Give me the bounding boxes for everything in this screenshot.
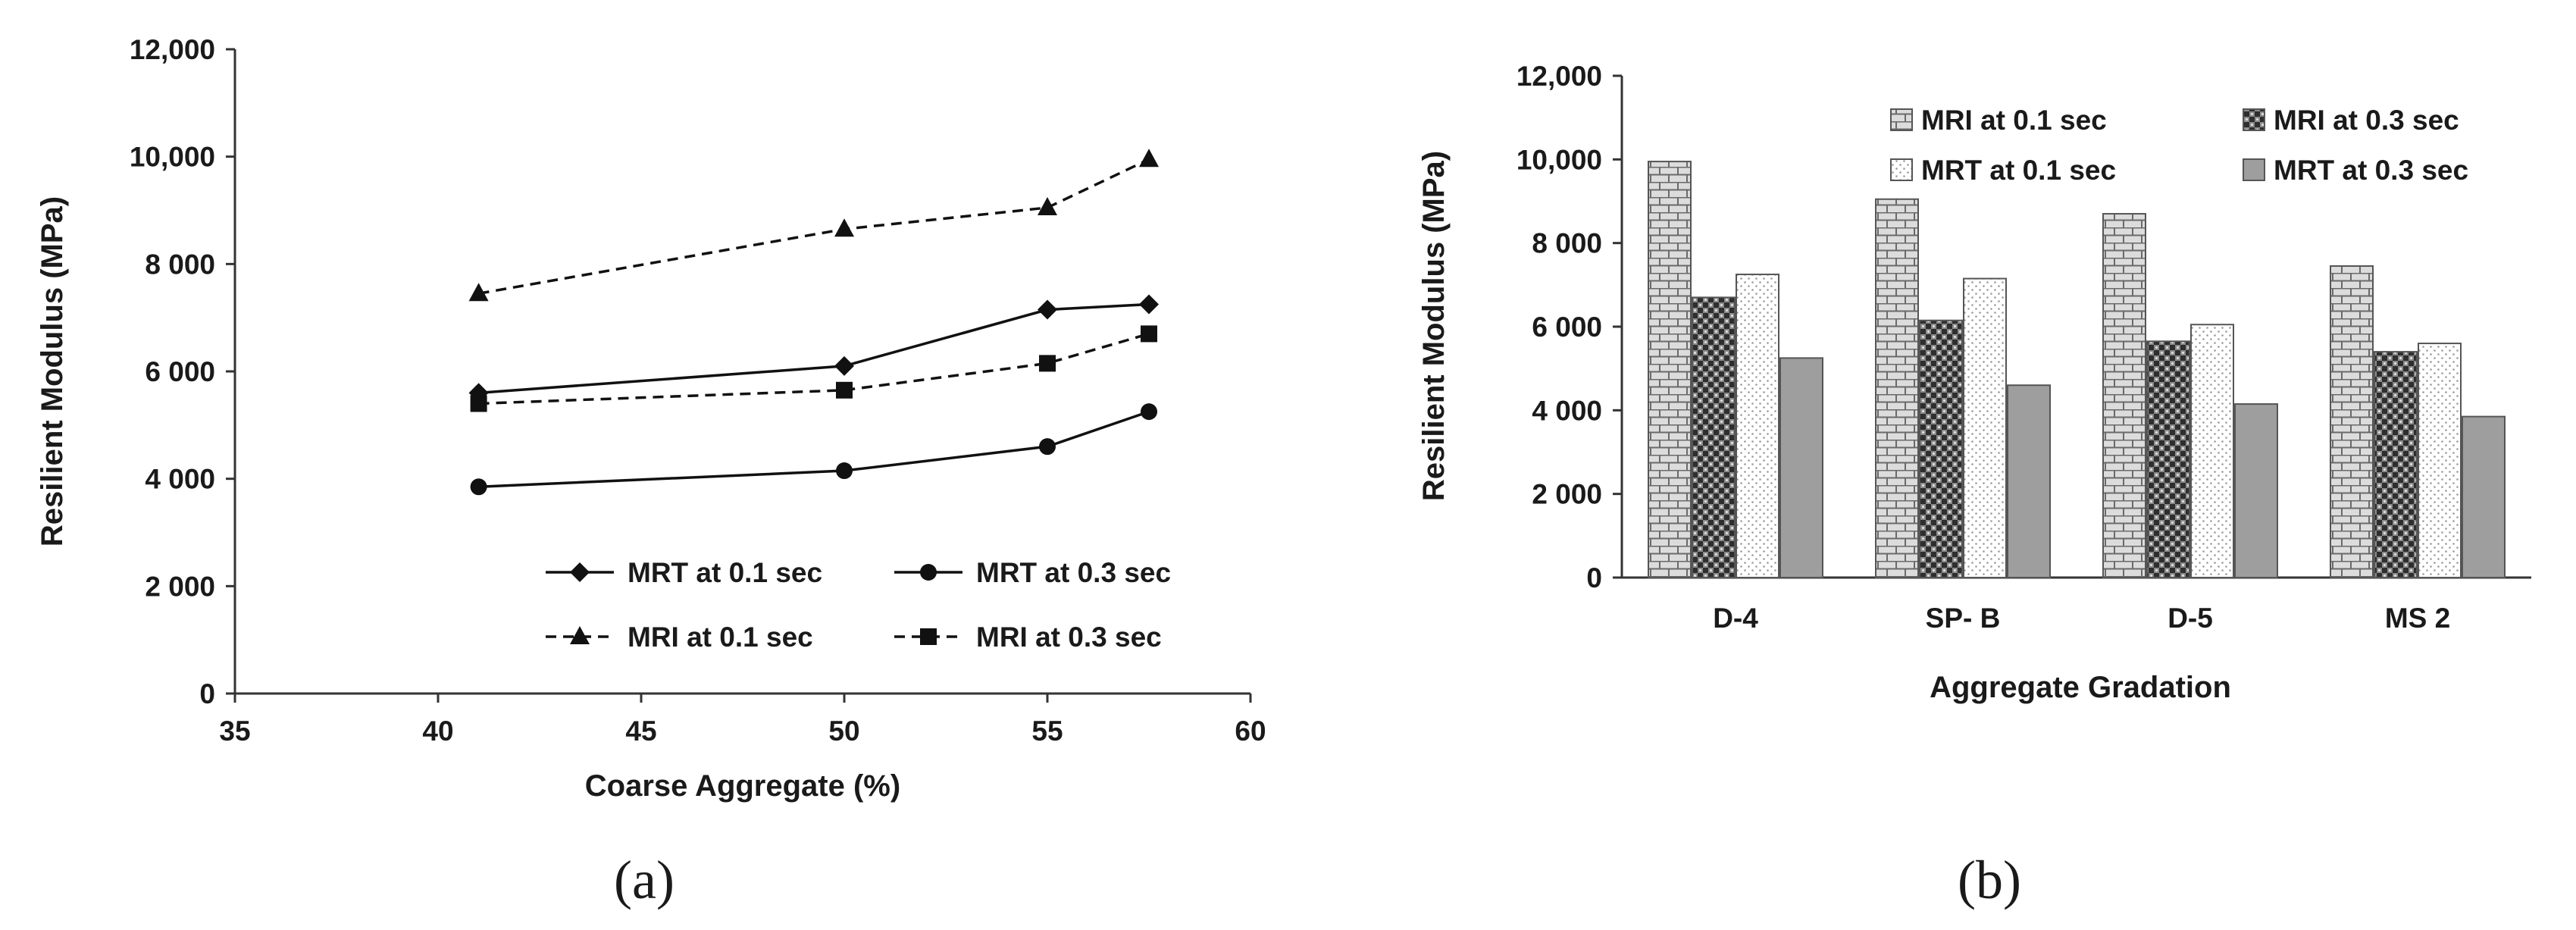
bar-d-4-mri-at-0-3-sec: [1692, 296, 1736, 578]
point-mri-at-0-1-sec: [1038, 196, 1057, 215]
legend-label: MRT at 0.3 sec: [2274, 155, 2468, 186]
legend-swatch: [1890, 158, 1913, 181]
panel-label-b: (b): [1958, 850, 2021, 910]
legend-item-mrt-at-0-3-sec: MRT at 0.3 sec: [2243, 155, 2468, 186]
bar-d-5-mri-at-0-1-sec: [2102, 213, 2146, 578]
chart-b-y-tick-label: 12,000: [1516, 61, 1602, 92]
chart-a-y-tick-label: 10,000: [130, 142, 215, 173]
bar-ms-2-mri-at-0-3-sec: [2374, 351, 2418, 578]
chart-a-y-tick-label: 4 000: [145, 464, 215, 495]
legend-item-mrt-at-0-1-sec: MRT at 0.1 sec: [1890, 155, 2116, 186]
chart-b-y-title: Resilient Modulus (MPa): [1417, 151, 1451, 501]
bar-sp-b-mri-at-0-3-sec: [1919, 319, 1963, 578]
chart-a-y-tick-label: 6 000: [145, 356, 215, 387]
chart-a-y-title: Resilient Modulus (MPa): [36, 196, 69, 546]
bar-ms-2-mri-at-0-1-sec: [2330, 265, 2374, 578]
point-mri-at-0-1-sec: [1139, 149, 1159, 168]
legend-item-mri-at-0-1-sec: MRI at 0.1 sec: [546, 622, 813, 653]
chart-a-x-title: Coarse Aggregate (%): [585, 769, 900, 803]
chart-a-x-tick-label: 50: [828, 716, 859, 747]
chart-a-x-tick-label: 55: [1031, 716, 1063, 747]
chart-a-y-tick-label: 2 000: [145, 571, 215, 602]
bar-sp-b-mri-at-0-1-sec: [1875, 198, 1919, 578]
chart-b-y-tick-label: 6 000: [1532, 312, 1602, 343]
legend-item-mri-at-0-1-sec: MRI at 0.1 sec: [1890, 105, 2107, 136]
point-mrt-at-0-3-sec: [1141, 403, 1157, 421]
series-mrt-at-0-1-sec: [468, 294, 1159, 403]
point-mri-at-0-1-sec: [834, 218, 854, 237]
chart-b-category-label: D-5: [2168, 603, 2213, 634]
legend-swatch: [2243, 108, 2265, 131]
point-mrt-at-0-1-sec: [834, 355, 854, 376]
legend-label: MRT at 0.3 sec: [976, 557, 1171, 588]
bar-d-4-mrt-at-0-1-sec: [1736, 274, 1779, 578]
legend-label: MRI at 0.3 sec: [976, 622, 1162, 653]
series-mri-at-0-1-sec: [468, 149, 1159, 302]
legend-marker: [570, 626, 590, 644]
chart-a-x-tick-label: 40: [422, 716, 453, 747]
legend-item-mri-at-0-3-sec: MRI at 0.3 sec: [2243, 105, 2459, 136]
point-mri-at-0-3-sec: [1039, 355, 1056, 372]
bar-d-5-mrt-at-0-1-sec: [2190, 324, 2234, 578]
chart-b-y-tick-label: 0: [1586, 562, 1602, 593]
bar-d-5-mri-at-0-3-sec: [2146, 340, 2190, 578]
chart-b-y-tick-label: 2 000: [1532, 479, 1602, 510]
bar-ms-2-mrt-at-0-3-sec: [2462, 415, 2506, 578]
point-mri-at-0-3-sec: [470, 395, 487, 412]
legend-marker: [920, 564, 937, 581]
legend-label: MRT at 0.1 sec: [1921, 155, 2116, 186]
chart-a-y-tick-label: 0: [199, 678, 215, 709]
legend-marker: [570, 562, 590, 582]
legend-marker: [920, 628, 937, 645]
point-mrt-at-0-3-sec: [1039, 438, 1056, 456]
legend-label: MRI at 0.1 sec: [1921, 105, 2107, 136]
point-mrt-at-0-1-sec: [1139, 294, 1159, 315]
chart-b-category-label: MS 2: [2385, 603, 2450, 634]
bar-d-5-mrt-at-0-3-sec: [2234, 403, 2278, 579]
chart-b-x-title: Aggregate Gradation: [1930, 671, 2231, 704]
legend-label: MRT at 0.1 sec: [628, 557, 822, 588]
legend-swatch: [2243, 158, 2265, 181]
chart-a-y-tick-label: 8 000: [145, 249, 215, 280]
point-mrt-at-0-3-sec: [836, 462, 853, 480]
chart-b: 0 2 000 4 000 6 000 8 000 10,000 12,000 D-4 SP-…: [1417, 61, 2531, 910]
series-mri-at-0-3-sec: [470, 325, 1157, 412]
bar-d-4-mrt-at-0-3-sec: [1779, 357, 1823, 578]
chart-a-x-tick-label: 60: [1235, 716, 1266, 747]
chart-b-category-label: D-4: [1713, 603, 1758, 634]
chart-b-category-label: SP- B: [1926, 603, 2001, 634]
panel-label-a: (a): [614, 850, 675, 910]
bar-sp-b-mrt-at-0-1-sec: [1963, 277, 2007, 578]
bar-sp-b-mrt-at-0-3-sec: [2007, 384, 2051, 578]
point-mri-at-0-3-sec: [1141, 325, 1157, 343]
point-mri-at-0-1-sec: [468, 283, 489, 302]
chart-a: 0 2 000 4 000 6 000 8 000 10,000 12,000 35 40 45…: [36, 34, 1266, 910]
chart-a-x-tick-label: 35: [219, 716, 250, 747]
bar-ms-2-mrt-at-0-1-sec: [2418, 343, 2462, 578]
chart-b-y-tick-label: 4 000: [1532, 395, 1602, 426]
legend-item-mri-at-0-3-sec: MRI at 0.3 sec: [894, 622, 1162, 653]
line-mri-at-0-3-sec: [478, 332, 1150, 406]
series-mrt-at-0-3-sec: [470, 403, 1157, 496]
line-mrt-at-0-3-sec: [478, 410, 1150, 489]
chart-a-x-tick-label: 45: [625, 716, 656, 747]
point-mrt-at-0-1-sec: [1038, 299, 1057, 320]
legend-swatch: [1890, 108, 1913, 131]
chart-b-y-tick-label: 8 000: [1532, 228, 1602, 259]
line-mrt-at-0-1-sec: [478, 302, 1150, 395]
bar-d-4-mri-at-0-1-sec: [1648, 161, 1692, 578]
legend-item-mrt-at-0-1-sec: MRT at 0.1 sec: [546, 557, 822, 588]
point-mri-at-0-3-sec: [836, 381, 853, 399]
point-mrt-at-0-3-sec: [470, 478, 487, 496]
legend-label: MRI at 0.1 sec: [628, 622, 813, 653]
line-mri-at-0-1-sec: [478, 158, 1150, 296]
legend-item-mrt-at-0-3-sec: MRT at 0.3 sec: [894, 557, 1171, 588]
chart-a-y-tick-label: 12,000: [130, 34, 215, 65]
legend-label: MRI at 0.3 sec: [2274, 105, 2459, 136]
chart-b-y-tick-label: 10,000: [1516, 144, 1602, 175]
